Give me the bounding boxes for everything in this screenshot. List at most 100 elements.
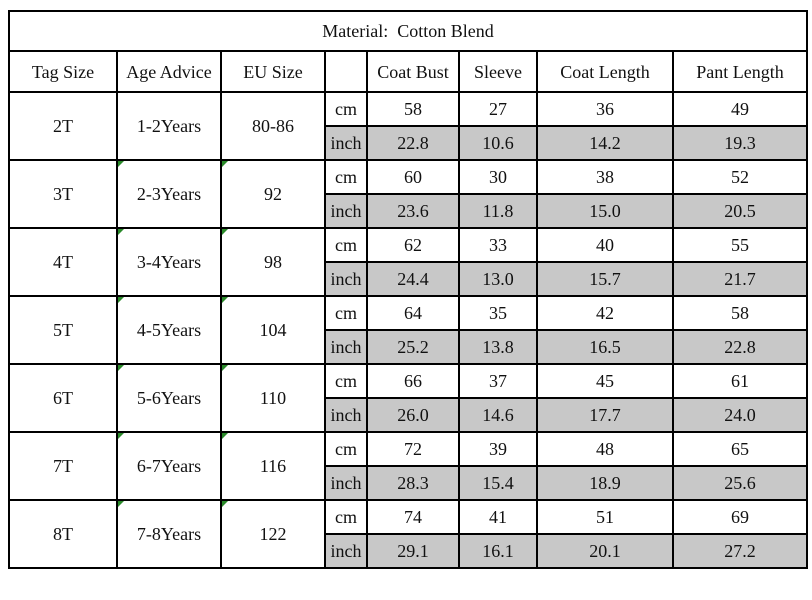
unit-inch-cell: inch <box>324 397 368 433</box>
sleeve-cm-cell: 33 <box>458 227 538 263</box>
coat-bust-cm-cell: 64 <box>366 295 460 331</box>
table-row: inch 28.3 15.4 18.9 25.6 <box>9 465 808 501</box>
sleeve-cm-cell: 35 <box>458 295 538 331</box>
title-value: Cotton Blend <box>397 21 494 41</box>
sleeve-inch-cell: 13.0 <box>458 261 538 297</box>
header-tag-size: Tag Size <box>8 50 118 93</box>
pant-length-cm-cell: 49 <box>672 91 808 127</box>
coat-bust-inch-cell: 29.1 <box>366 533 460 569</box>
coat-length-inch-cell: 14.2 <box>536 125 674 161</box>
coat-bust-inch-cell: 24.4 <box>366 261 460 297</box>
coat-bust-inch-cell: 22.8 <box>366 125 460 161</box>
pant-length-cm-cell: 65 <box>672 431 808 467</box>
unit-inch-cell: inch <box>324 329 368 365</box>
age-advice-cell: 1-2Years <box>116 91 222 161</box>
eu-size-cell: 122 <box>220 499 326 569</box>
pant-length-inch-cell: 20.5 <box>672 193 808 229</box>
coat-bust-cm-cell: 58 <box>366 91 460 127</box>
unit-inch-cell: inch <box>324 125 368 161</box>
pant-length-inch-cell: 22.8 <box>672 329 808 365</box>
size-table: Material: Cotton Blend Tag Size Age Advi… <box>8 10 808 569</box>
sleeve-inch-cell: 10.6 <box>458 125 538 161</box>
header-coat-length: Coat Length <box>536 50 674 93</box>
unit-cm-cell: cm <box>324 363 368 399</box>
sleeve-inch-cell: 15.4 <box>458 465 538 501</box>
coat-length-inch-cell: 16.5 <box>536 329 674 365</box>
table-title: Material: Cotton Blend <box>8 10 808 52</box>
coat-length-inch-cell: 20.1 <box>536 533 674 569</box>
title-row: Material: Cotton Blend <box>8 10 808 52</box>
pant-length-inch-cell: 24.0 <box>672 397 808 433</box>
unit-inch-cell: inch <box>324 261 368 297</box>
table-row: 3T 2-3Years 92 cm 60 30 38 52 <box>8 159 808 229</box>
title-label: Material: <box>322 21 389 41</box>
sleeve-inch-cell: 16.1 <box>458 533 538 569</box>
unit-cm-cell: cm <box>324 227 368 263</box>
coat-length-cm-cell: 51 <box>536 499 674 535</box>
unit-cm-cell: cm <box>324 499 368 535</box>
header-pant-length: Pant Length <box>672 50 808 93</box>
table-row: 7T 6-7Years 116 cm 72 39 48 65 <box>8 431 808 501</box>
table-row: inch 22.8 10.6 14.2 19.3 <box>9 125 808 161</box>
coat-length-inch-cell: 15.0 <box>536 193 674 229</box>
eu-size-cell: 116 <box>220 431 326 501</box>
tag-size-cell: 2T <box>8 91 118 161</box>
coat-bust-cm-cell: 62 <box>366 227 460 263</box>
coat-bust-inch-cell: 25.2 <box>366 329 460 365</box>
pant-length-inch-cell: 19.3 <box>672 125 808 161</box>
eu-size-cell: 80-86 <box>220 91 326 161</box>
sleeve-inch-cell: 13.8 <box>458 329 538 365</box>
unit-inch-cell: inch <box>324 465 368 501</box>
coat-length-inch-cell: 15.7 <box>536 261 674 297</box>
coat-length-cm-cell: 40 <box>536 227 674 263</box>
tag-size-cell: 8T <box>8 499 118 569</box>
pant-length-inch-cell: 27.2 <box>672 533 808 569</box>
coat-bust-cm-cell: 72 <box>366 431 460 467</box>
unit-inch-cell: inch <box>324 533 368 569</box>
table-row: inch 29.1 16.1 20.1 27.2 <box>9 533 808 569</box>
age-advice-cell: 7-8Years <box>116 499 222 569</box>
sleeve-inch-cell: 11.8 <box>458 193 538 229</box>
size-chart: Material: Cotton Blend Tag Size Age Advi… <box>8 10 808 593</box>
coat-length-inch-cell: 18.9 <box>536 465 674 501</box>
unit-inch-cell: inch <box>324 193 368 229</box>
eu-size-cell: 98 <box>220 227 326 297</box>
eu-size-cell: 104 <box>220 295 326 365</box>
table-row: 6T 5-6Years 110 cm 66 37 45 61 <box>8 363 808 433</box>
pant-length-inch-cell: 25.6 <box>672 465 808 501</box>
coat-length-cm-cell: 38 <box>536 159 674 195</box>
pant-length-cm-cell: 55 <box>672 227 808 263</box>
coat-bust-cm-cell: 60 <box>366 159 460 195</box>
table-row: 4T 3-4Years 98 cm 62 33 40 55 <box>8 227 808 297</box>
table-row: inch 24.4 13.0 15.7 21.7 <box>9 261 808 297</box>
table-row: inch 25.2 13.8 16.5 22.8 <box>9 329 808 365</box>
tag-size-cell: 3T <box>8 159 118 229</box>
coat-length-inch-cell: 17.7 <box>536 397 674 433</box>
coat-length-cm-cell: 48 <box>536 431 674 467</box>
age-advice-cell: 6-7Years <box>116 431 222 501</box>
coat-length-cm-cell: 36 <box>536 91 674 127</box>
pant-length-cm-cell: 58 <box>672 295 808 331</box>
coat-bust-inch-cell: 23.6 <box>366 193 460 229</box>
coat-bust-cm-cell: 74 <box>366 499 460 535</box>
age-advice-cell: 2-3Years <box>116 159 222 229</box>
sleeve-cm-cell: 30 <box>458 159 538 195</box>
sleeve-cm-cell: 39 <box>458 431 538 467</box>
tag-size-cell: 7T <box>8 431 118 501</box>
pant-length-cm-cell: 61 <box>672 363 808 399</box>
header-eu-size: EU Size <box>220 50 326 93</box>
sleeve-cm-cell: 27 <box>458 91 538 127</box>
header-unit <box>324 50 368 93</box>
header-coat-bust: Coat Bust <box>366 50 460 93</box>
table-row: 8T 7-8Years 122 cm 74 41 51 69 <box>8 499 808 569</box>
coat-length-cm-cell: 42 <box>536 295 674 331</box>
unit-cm-cell: cm <box>324 431 368 467</box>
sleeve-inch-cell: 14.6 <box>458 397 538 433</box>
unit-cm-cell: cm <box>324 295 368 331</box>
table-row: inch 23.6 11.8 15.0 20.5 <box>9 193 808 229</box>
table-row: 2T 1-2Years 80-86 cm 58 27 36 49 <box>8 91 808 161</box>
tag-size-cell: 4T <box>8 227 118 297</box>
sleeve-cm-cell: 37 <box>458 363 538 399</box>
coat-bust-inch-cell: 26.0 <box>366 397 460 433</box>
pant-length-cm-cell: 69 <box>672 499 808 535</box>
